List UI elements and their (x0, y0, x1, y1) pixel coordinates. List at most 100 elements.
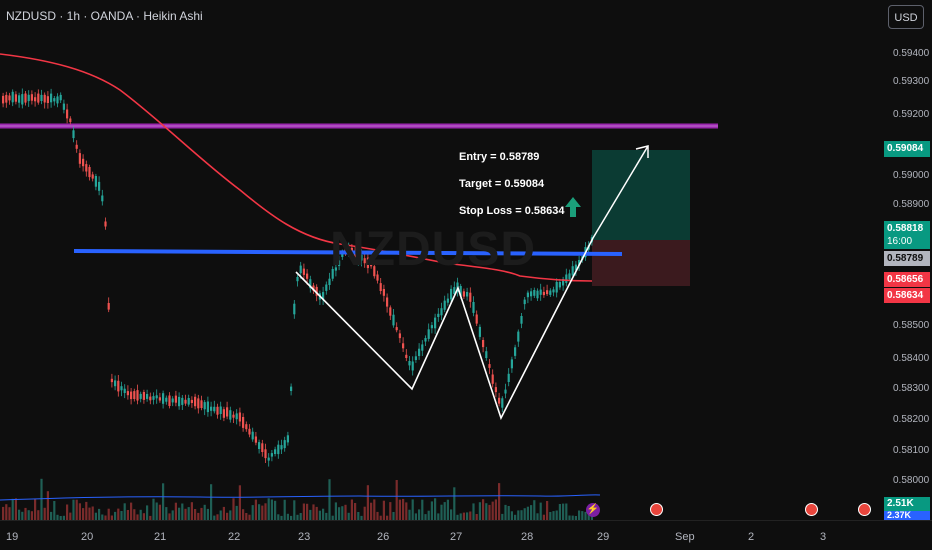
time-tick: 27 (450, 531, 463, 543)
volume-bar (14, 498, 17, 520)
time-tick: 2 (748, 531, 755, 543)
target-annotation: Target = 0.59084 (459, 178, 545, 190)
volume-bar (411, 499, 414, 520)
volume-bar (530, 505, 533, 520)
us-flag-event-icon[interactable] (858, 503, 871, 516)
volume-bar (504, 504, 507, 520)
volume-bar (107, 508, 110, 520)
ma-price-badge: 0.58656 (884, 272, 930, 287)
volume-bar (488, 504, 491, 520)
volume-bar (40, 478, 43, 520)
volume-bar (152, 498, 155, 520)
volume-bar (478, 502, 481, 520)
volume-bar (456, 514, 459, 520)
volume-bar (373, 499, 376, 520)
volume-bar (142, 513, 145, 520)
price-tick: 0.59000 (893, 170, 930, 181)
price-tick: 0.59200 (893, 109, 930, 120)
volume-bar (101, 514, 104, 520)
volume-bar (242, 509, 245, 520)
volume-bar (229, 510, 232, 520)
volume-bar (302, 503, 305, 520)
volume-bar (558, 504, 561, 520)
volume-bar (149, 515, 152, 520)
volume-bar (315, 506, 318, 520)
volume-bar (85, 501, 88, 520)
time-tick: 26 (377, 531, 390, 543)
volume-bar (181, 503, 184, 520)
volume-bar (117, 508, 120, 520)
volume-bar (8, 507, 11, 520)
volume-bar (174, 502, 177, 520)
volume-bar (526, 506, 529, 520)
volume-bar (574, 516, 577, 520)
volume-bar (498, 483, 501, 520)
volume-bar (178, 507, 181, 520)
volume-bar (110, 515, 113, 520)
volume-bar (139, 509, 142, 520)
volume-bar (171, 510, 174, 520)
currency-button[interactable]: USD (888, 5, 924, 29)
symbol-title[interactable]: NZDUSD · 1h · OANDA · Heikin Ashi (6, 9, 203, 23)
volume-bar (546, 501, 549, 520)
volume-bar (200, 507, 203, 520)
volume-bar (283, 499, 286, 520)
volume-bar (501, 513, 504, 520)
volume-bar (430, 501, 433, 520)
moving-average-line (0, 53, 593, 282)
target-arrow-line (592, 145, 649, 239)
volume-bar (136, 514, 139, 520)
volume-bar (466, 512, 469, 520)
volume-bar (123, 503, 126, 520)
volume-bar (469, 511, 472, 520)
volume-bar (130, 502, 133, 520)
volume-bar (165, 507, 168, 520)
volume-bar (552, 511, 555, 520)
volume-bar (114, 511, 117, 520)
volume-bar (318, 510, 321, 520)
us-flag-event-icon[interactable] (650, 503, 663, 516)
volume-bar (475, 514, 478, 520)
volume-bar (30, 511, 33, 520)
us-flag-event-icon[interactable] (805, 503, 818, 516)
volume-bar (424, 514, 427, 520)
volume-bar (2, 506, 5, 520)
volume-bar (334, 502, 337, 520)
volume-bar (66, 504, 69, 520)
lightning-icon[interactable]: ⚡ (586, 503, 600, 517)
volume-bar (98, 508, 101, 520)
volume-bar (584, 511, 587, 520)
volume-bar (274, 500, 277, 520)
volume-bar (395, 480, 398, 520)
volume-bar (389, 502, 392, 520)
volume-bar (34, 498, 37, 520)
volume-bar (338, 507, 341, 520)
volume-bar (443, 502, 446, 520)
chart-plot-area[interactable] (0, 0, 880, 520)
volume-bar (322, 508, 325, 520)
candlesticks (2, 88, 593, 467)
time-tick: 19 (6, 531, 19, 543)
price-tick: 0.58500 (893, 320, 930, 331)
volume-bar (56, 514, 59, 520)
volume-bar (568, 515, 571, 520)
volume-bar (245, 513, 248, 520)
volume-bar (264, 503, 267, 520)
price-tick: 0.58200 (893, 414, 930, 425)
volume-bar (133, 509, 136, 520)
volume-bar (155, 502, 158, 520)
volume-bar (216, 514, 219, 520)
volume-bar (248, 514, 251, 520)
volume-bar (520, 510, 523, 520)
volume-bar (341, 506, 344, 520)
volume-bar (59, 516, 62, 520)
volume-bar (82, 508, 85, 520)
volume-bar (398, 499, 401, 520)
volume-bar (91, 506, 94, 520)
volume-bar (418, 509, 421, 520)
current-price-value: 0.58818 (887, 223, 924, 234)
arrow-head-icon (635, 145, 649, 158)
volume-bar (462, 512, 465, 520)
volume-bar (360, 515, 363, 520)
volume-bars (2, 478, 593, 520)
